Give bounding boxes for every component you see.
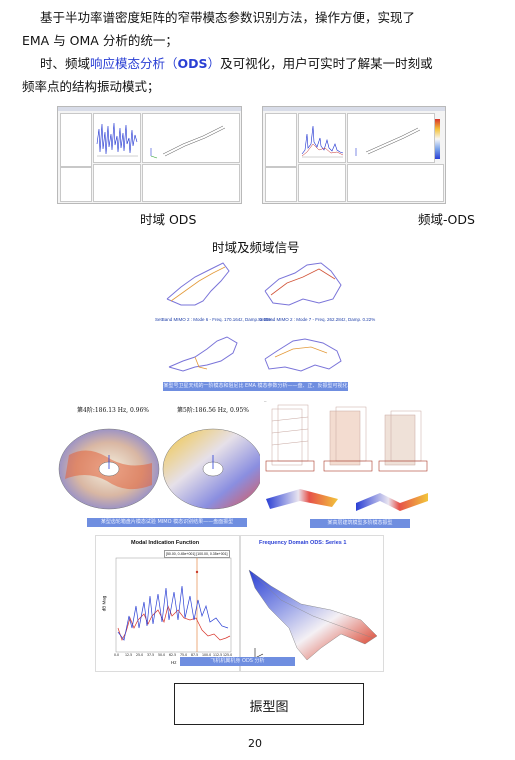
- freq-ods-bottom-panel: [298, 164, 346, 202]
- x-tick-5: 62.5: [169, 653, 177, 657]
- freq-ods-spectrum-panel: [298, 113, 346, 163]
- paragraph-2-line-2: 频率点的结构振动模式；: [22, 76, 160, 98]
- time-signal-plot: [96, 122, 138, 157]
- disk-mode-5-label: 第5阶:186.56 Hz, 0.95%: [177, 407, 250, 414]
- paragraph-2-text-2: 频率点的结构振动模式；: [22, 79, 160, 94]
- antenna-mode-figure: SetBand MIMO 2 : Mode 6 - Freq. 170.164z…: [155, 255, 375, 395]
- time-ods-structure: [150, 125, 226, 159]
- frequency-spectrum-plot: [301, 125, 344, 158]
- paragraph-2-highlight: 响应模态分析: [90, 56, 166, 71]
- x-tick-4: 50.0: [158, 653, 166, 657]
- time-ods-screenshot: [57, 106, 242, 204]
- time-ods-3d-view: [142, 113, 240, 163]
- antenna-caption-band: 某型号卫星天线的一阶模态和阻尼比 EMA 模态参数分析——盘、正、反振型可视化: [163, 382, 348, 391]
- mif-chart-xticks: 0.0 12.5 25.0 37.5 50.0 62.5 75.0 87.5 1…: [114, 653, 234, 659]
- paragraph-1-text-1: 基于半功率谱密度矩阵的窄带模态参数识别方法，操作方便，实现了: [40, 10, 416, 25]
- x-tick-2: 25.0: [136, 653, 144, 657]
- building-shapes: [265, 404, 428, 472]
- freq-ods-screenshot: [262, 106, 446, 204]
- x-tick-8: 100.0: [202, 653, 212, 657]
- mode-shape-label: 振型图: [249, 700, 289, 715]
- paragraph-2-ods: ODS: [177, 56, 208, 71]
- mode-6-shape: [166, 262, 342, 306]
- paragraph-2-rest: 及可视化，用户可实时了解某一时刻或: [220, 56, 433, 71]
- building-caption-band: 某高层建筑模型多阶模态振型: [310, 519, 410, 528]
- x-tick-3: 37.5: [147, 653, 155, 657]
- disk-mode-figure: 第4阶:186.13 Hz, 0.96% 第5阶:186.56 Hz, 0.95…: [57, 397, 272, 532]
- x-tick-1: 12.5: [125, 653, 133, 657]
- mode-shape-box: 振型图: [174, 683, 364, 725]
- time-ods-bottom-panel: [93, 164, 141, 202]
- mode-6-label: SetBand MIMO 2 : Mode 6 - Freq. 170.164z…: [155, 317, 273, 322]
- aircraft-caption-band: 飞机机翼机身 ODS 分析: [180, 657, 295, 666]
- x-tick-6: 75.0: [180, 653, 188, 657]
- time-ods-signal-panel: [93, 113, 141, 163]
- paragraph-1-line-2: EMA 与 OMA 分析的统一；: [22, 30, 178, 52]
- paragraph-1-text-2: EMA 与 OMA 分析的统一；: [22, 33, 178, 48]
- beam-shapes: [266, 489, 428, 511]
- freq-ods-caption: 频域-ODS: [418, 212, 475, 227]
- fd-ods-title: Frequency Domain ODS: Series 1: [259, 540, 347, 546]
- mif-chart-plot: [115, 557, 232, 653]
- freq-ods-3d-view: [347, 113, 435, 163]
- paragraph-2-line-1: 时、频域响应模态分析（ODS）及可视化，用户可实时了解某一时刻或: [40, 53, 433, 75]
- disk-mode-4-label: 第4阶:186.13 Hz, 0.96%: [77, 407, 150, 414]
- fd-ods-figure: Frequency Domain ODS: Series 1: [240, 535, 384, 672]
- time-ods-bottom-right-panel: [142, 164, 240, 202]
- mif-chart-xlabel: Hz: [171, 660, 177, 665]
- mif-chart-figure: Modal Indication Function [50.00, 0.45e+…: [95, 535, 240, 672]
- x-tick-9: 112.5: [213, 653, 223, 657]
- freq-ods-tree-panel: [265, 113, 297, 167]
- x-tick-7: 87.5: [191, 653, 199, 657]
- building-mode-figure: – 某高层建筑模型多阶模态振型: [260, 397, 435, 532]
- freq-ods-structure: [355, 127, 421, 156]
- paragraph-2-close-paren: ）: [207, 56, 221, 71]
- freq-ods-color-scale: [435, 119, 440, 159]
- disk-caption-band: 某型齿轮箱盘片模态试验 MIMO 模态识别结果——盘面振型: [87, 518, 247, 527]
- freq-ods-properties-panel: [265, 167, 297, 202]
- freq-ods-bottom-right-panel: [347, 164, 444, 202]
- mif-chart-legend: [50.00, 0.45e+001] [100.00, 0.35e+001]: [164, 550, 230, 558]
- paragraph-2-prefix: 时、频域: [40, 56, 91, 71]
- disk-shapes: [58, 428, 264, 510]
- section-title: 时域及频域信号: [212, 240, 300, 255]
- mode-7-label: SetBand MIMO 2 : Mode 7 - Freq. 262.284z…: [258, 317, 376, 322]
- building-header-text: –: [264, 399, 267, 404]
- aircraft-ods-shape: [248, 569, 378, 663]
- x-tick-10: 125.0: [223, 653, 233, 657]
- time-ods-caption: 时域 ODS: [140, 212, 197, 227]
- time-ods-properties-panel: [60, 167, 92, 202]
- page-number: 20: [248, 737, 262, 750]
- paragraph-1-line-1: 基于半功率谱密度矩阵的窄带模态参数识别方法，操作方便，实现了: [40, 7, 415, 29]
- mif-chart-title: Modal Indication Function: [131, 540, 200, 546]
- mode-pair-shapes: [168, 336, 342, 372]
- x-tick-0: 0.0: [114, 653, 120, 657]
- paragraph-2-open-paren: （: [165, 56, 178, 71]
- time-ods-tree-panel: [60, 113, 92, 167]
